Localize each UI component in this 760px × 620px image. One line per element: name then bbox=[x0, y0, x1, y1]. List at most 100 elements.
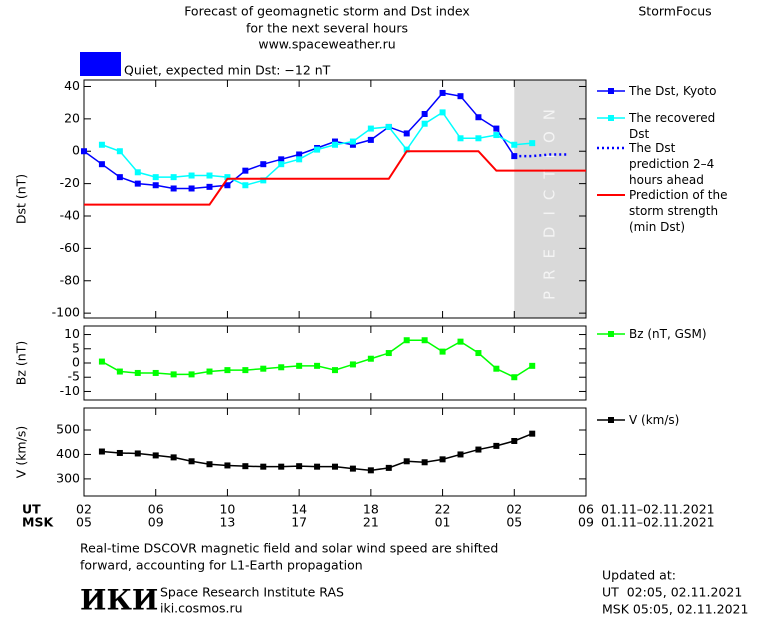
series-line bbox=[84, 150, 586, 206]
y-tick-label: -40 bbox=[60, 208, 80, 223]
plot-frame bbox=[83, 325, 587, 401]
legend-label: V (km/s) bbox=[629, 413, 680, 427]
point bbox=[457, 135, 464, 142]
point bbox=[511, 438, 518, 444]
point bbox=[332, 141, 338, 148]
note-line: forward, accounting for L1-Earth propaga… bbox=[80, 558, 363, 573]
y-tick-label: -80 bbox=[60, 272, 80, 287]
x-tick-label: 01 bbox=[435, 515, 451, 530]
point bbox=[296, 362, 303, 369]
point bbox=[332, 367, 338, 374]
point bbox=[493, 365, 500, 372]
y-tick-label: 500 bbox=[56, 422, 80, 437]
point bbox=[403, 337, 410, 344]
legend-label: The Dst prediction 2–4 hours ahead bbox=[629, 141, 715, 187]
point bbox=[296, 151, 303, 158]
x-tick-label: 02 bbox=[506, 502, 522, 517]
point bbox=[367, 355, 374, 362]
point bbox=[493, 125, 500, 132]
x-tick-label: 09 bbox=[148, 515, 164, 530]
point bbox=[349, 141, 356, 148]
legend-entry: The Dst prediction 2–4 hours ahead bbox=[629, 141, 715, 187]
point bbox=[421, 459, 428, 466]
point bbox=[98, 141, 105, 148]
point bbox=[529, 430, 536, 437]
point bbox=[134, 450, 141, 457]
point bbox=[511, 374, 518, 381]
point bbox=[170, 371, 177, 378]
point bbox=[152, 452, 159, 459]
point bbox=[170, 454, 177, 461]
status-text: Quiet, expected min Dst: −12 nT bbox=[124, 63, 331, 78]
legend-entry: V (km/s) bbox=[629, 413, 680, 427]
point bbox=[242, 463, 249, 470]
legend-label: Prediction of the storm strength (min Ds… bbox=[629, 188, 728, 234]
point bbox=[403, 458, 410, 465]
x-tick-label: 06 bbox=[578, 502, 594, 517]
point bbox=[278, 161, 285, 168]
x-tick-label: 13 bbox=[219, 515, 235, 530]
point bbox=[116, 368, 123, 375]
point bbox=[224, 182, 231, 189]
point bbox=[170, 174, 177, 181]
point bbox=[314, 463, 321, 470]
point bbox=[206, 368, 213, 375]
point bbox=[529, 140, 536, 147]
point bbox=[332, 463, 338, 470]
y-axis-label: V (km/s) bbox=[14, 426, 29, 478]
y-tick-label: -10 bbox=[60, 383, 80, 398]
updated-ut: UT 02:05, 02.11.2021 bbox=[602, 585, 742, 600]
institute: Space Research Institute RAS bbox=[160, 585, 344, 600]
legend-entry: Prediction of the storm strength (min Ds… bbox=[629, 188, 728, 234]
point bbox=[475, 350, 482, 357]
point bbox=[278, 463, 285, 470]
legend-marker bbox=[608, 115, 614, 121]
point bbox=[188, 371, 195, 378]
point bbox=[98, 358, 105, 365]
point bbox=[296, 156, 303, 163]
point bbox=[403, 146, 410, 153]
point bbox=[367, 467, 374, 474]
updated-label: Updated at: bbox=[602, 568, 676, 583]
point bbox=[260, 463, 267, 470]
updated-msk: MSK 05:05, 02.11.2021 bbox=[602, 602, 748, 617]
y-tick-label: 5 bbox=[72, 340, 80, 355]
point bbox=[98, 161, 105, 168]
point bbox=[475, 135, 482, 142]
legend-entry: The recovered Dst bbox=[629, 111, 716, 141]
point bbox=[260, 161, 267, 168]
point bbox=[134, 180, 141, 187]
point bbox=[385, 350, 392, 357]
point bbox=[349, 138, 356, 145]
point bbox=[403, 130, 410, 137]
point bbox=[188, 172, 195, 179]
series-line bbox=[101, 339, 533, 379]
point bbox=[152, 174, 159, 181]
x-tick-label: 05 bbox=[506, 515, 522, 530]
x-tick-label: 18 bbox=[363, 502, 379, 517]
time-axis-label: UT bbox=[22, 502, 41, 517]
date-range: 01.11–02.11.2021 bbox=[601, 502, 715, 517]
point bbox=[206, 183, 213, 190]
point bbox=[152, 182, 159, 189]
y-tick-label: -5 bbox=[68, 369, 80, 384]
legend-entry: Bz (nT, GSM) bbox=[629, 327, 707, 341]
time-axis-label: MSK bbox=[22, 515, 54, 530]
point bbox=[511, 141, 518, 148]
y-tick-label: -20 bbox=[60, 175, 80, 190]
brand: StormFocus bbox=[638, 4, 711, 19]
point bbox=[152, 369, 159, 376]
x-tick-label: 02 bbox=[76, 502, 92, 517]
point bbox=[278, 156, 285, 163]
y-tick-label: 10 bbox=[64, 326, 80, 341]
x-tick-label: 14 bbox=[291, 502, 307, 517]
x-tick-label: 05 bbox=[76, 515, 92, 530]
point bbox=[421, 111, 428, 117]
point bbox=[116, 174, 123, 181]
point bbox=[385, 123, 392, 130]
point bbox=[206, 172, 213, 179]
y-tick-label: 400 bbox=[56, 446, 80, 461]
point bbox=[367, 125, 374, 132]
point bbox=[349, 465, 356, 472]
legend-label: The recovered Dst bbox=[629, 111, 716, 141]
